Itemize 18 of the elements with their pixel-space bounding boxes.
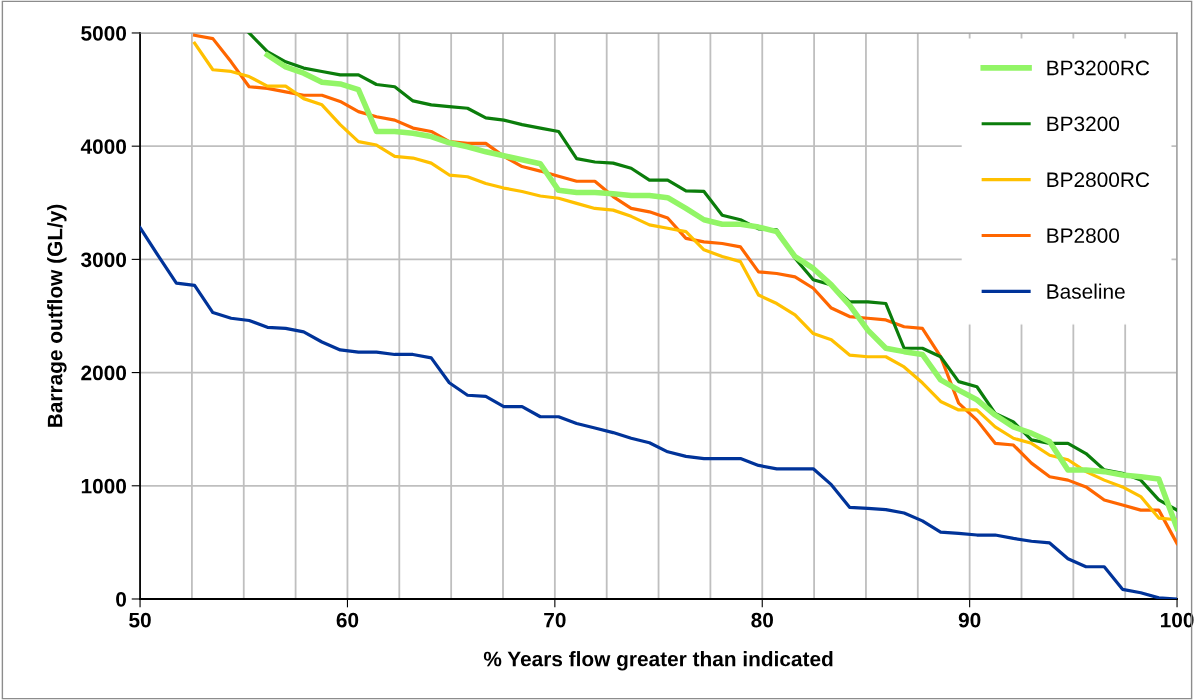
legend-label: BP3200RC [1047, 60, 1150, 76]
x-tick-label: 80 [751, 612, 773, 628]
y-tick-label: 0 [116, 591, 127, 607]
x-tick-label: 50 [129, 612, 151, 628]
y-tick-label: 4000 [80, 139, 127, 154]
y-axis-title: Barrage outflow (GL/y) [47, 204, 67, 427]
x-tick-label: 70 [544, 612, 566, 628]
legend-label: Baseline [1047, 283, 1125, 299]
y-tick-label: 2000 [81, 365, 127, 381]
y-tick-label: 5000 [81, 25, 127, 41]
x-axis-title: % Years flow greater than indicated [483, 651, 833, 671]
y-tick-label: 1000 [81, 478, 127, 494]
legend-label: BP3200 [1047, 116, 1120, 132]
legend-label: BP2800 [1047, 228, 1120, 243]
y-tick-label: 3000 [81, 252, 127, 268]
x-tick-label: 90 [958, 612, 981, 628]
x-tick-label: 60 [336, 612, 359, 628]
legend-label: BP2800RC [1047, 172, 1150, 188]
